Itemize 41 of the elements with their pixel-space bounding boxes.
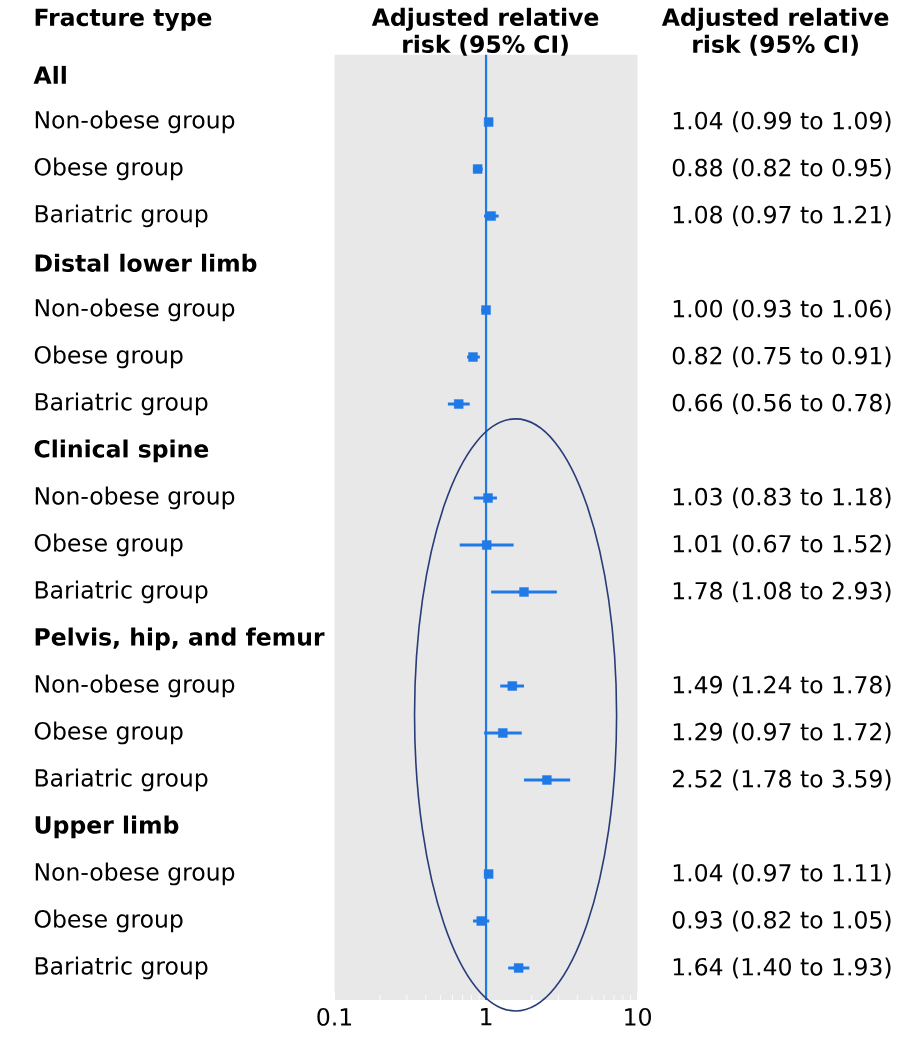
data-label: 0.93 (0.82 to 1.05)	[672, 910, 891, 932]
x-tick-label: 1	[481, 1008, 492, 1026]
y-tick-label: Bariatric group	[36, 580, 208, 604]
y-tick-label: Non-obese group	[36, 298, 235, 322]
data-label: 2.52 (1.78 to 3.59)	[673, 769, 891, 791]
y-tick-label: Clinical spine	[34, 439, 209, 463]
data-label: 1.01 (0.67 to 1.52)	[674, 534, 891, 556]
y-tick-label: Bariatric group	[36, 204, 208, 228]
data-label: 1.08 (0.97 to 1.21)	[674, 205, 891, 227]
data-label: 1.64 (1.40 to 1.93)	[674, 957, 891, 979]
x-tick-label: 10	[625, 1008, 652, 1026]
data-label: 0.88 (0.82 to 0.95)	[672, 158, 891, 180]
y-tick-label: Obese group	[35, 345, 183, 369]
data-label: 1.78 (1.08 to 2.93)	[674, 581, 891, 603]
data-label: 1.29 (0.97 to 1.72)	[674, 722, 891, 744]
y-tick-label: Distal lower limb	[35, 253, 257, 272]
y-tick-label: Non-obese group	[36, 862, 235, 886]
y-tick-label: Non-obese group	[36, 486, 235, 510]
y-tick-label: Obese group	[35, 157, 183, 181]
data-label: 1.49 (1.24 to 1.78)	[674, 675, 891, 697]
data-label: 1.04 (0.97 to 1.11)	[674, 863, 891, 885]
data-label: 1.00 (0.93 to 1.06)	[674, 299, 891, 321]
y-tick-label: Bariatric group	[36, 392, 208, 416]
y-tick-label: Non-obese group	[36, 674, 235, 698]
y-tick-label: Upper limb	[35, 815, 179, 839]
x-tick-label: 0.1	[317, 1008, 352, 1026]
y-axis-title: Fracture type	[35, 8, 212, 31]
data-label: 1.03 (0.83 to 1.18)	[674, 487, 891, 509]
data-label: 0.66 (0.56 to 0.78)	[672, 393, 891, 415]
y-tick-label: Obese group	[35, 533, 183, 557]
y-tick-label: Obese group	[35, 721, 183, 745]
y-tick-label: All	[33, 65, 67, 84]
y-tick-label: Pelvis, hip, and femur	[35, 627, 325, 651]
y-tick-label: Bariatric group	[36, 768, 208, 792]
text: Adjusted relative risk (95% CI)	[662, 7, 889, 56]
y-tick-label: Obese group	[35, 909, 183, 933]
y-tick-label: Non-obese group	[36, 110, 235, 134]
data-label: 1.04 (0.99 to 1.09)	[674, 111, 891, 133]
y-tick-label: Bariatric group	[36, 956, 208, 980]
data-label: 0.82 (0.75 to 0.91)	[672, 346, 891, 368]
x-axis-title: Adjusted relative risk (95% CI)	[372, 7, 599, 56]
